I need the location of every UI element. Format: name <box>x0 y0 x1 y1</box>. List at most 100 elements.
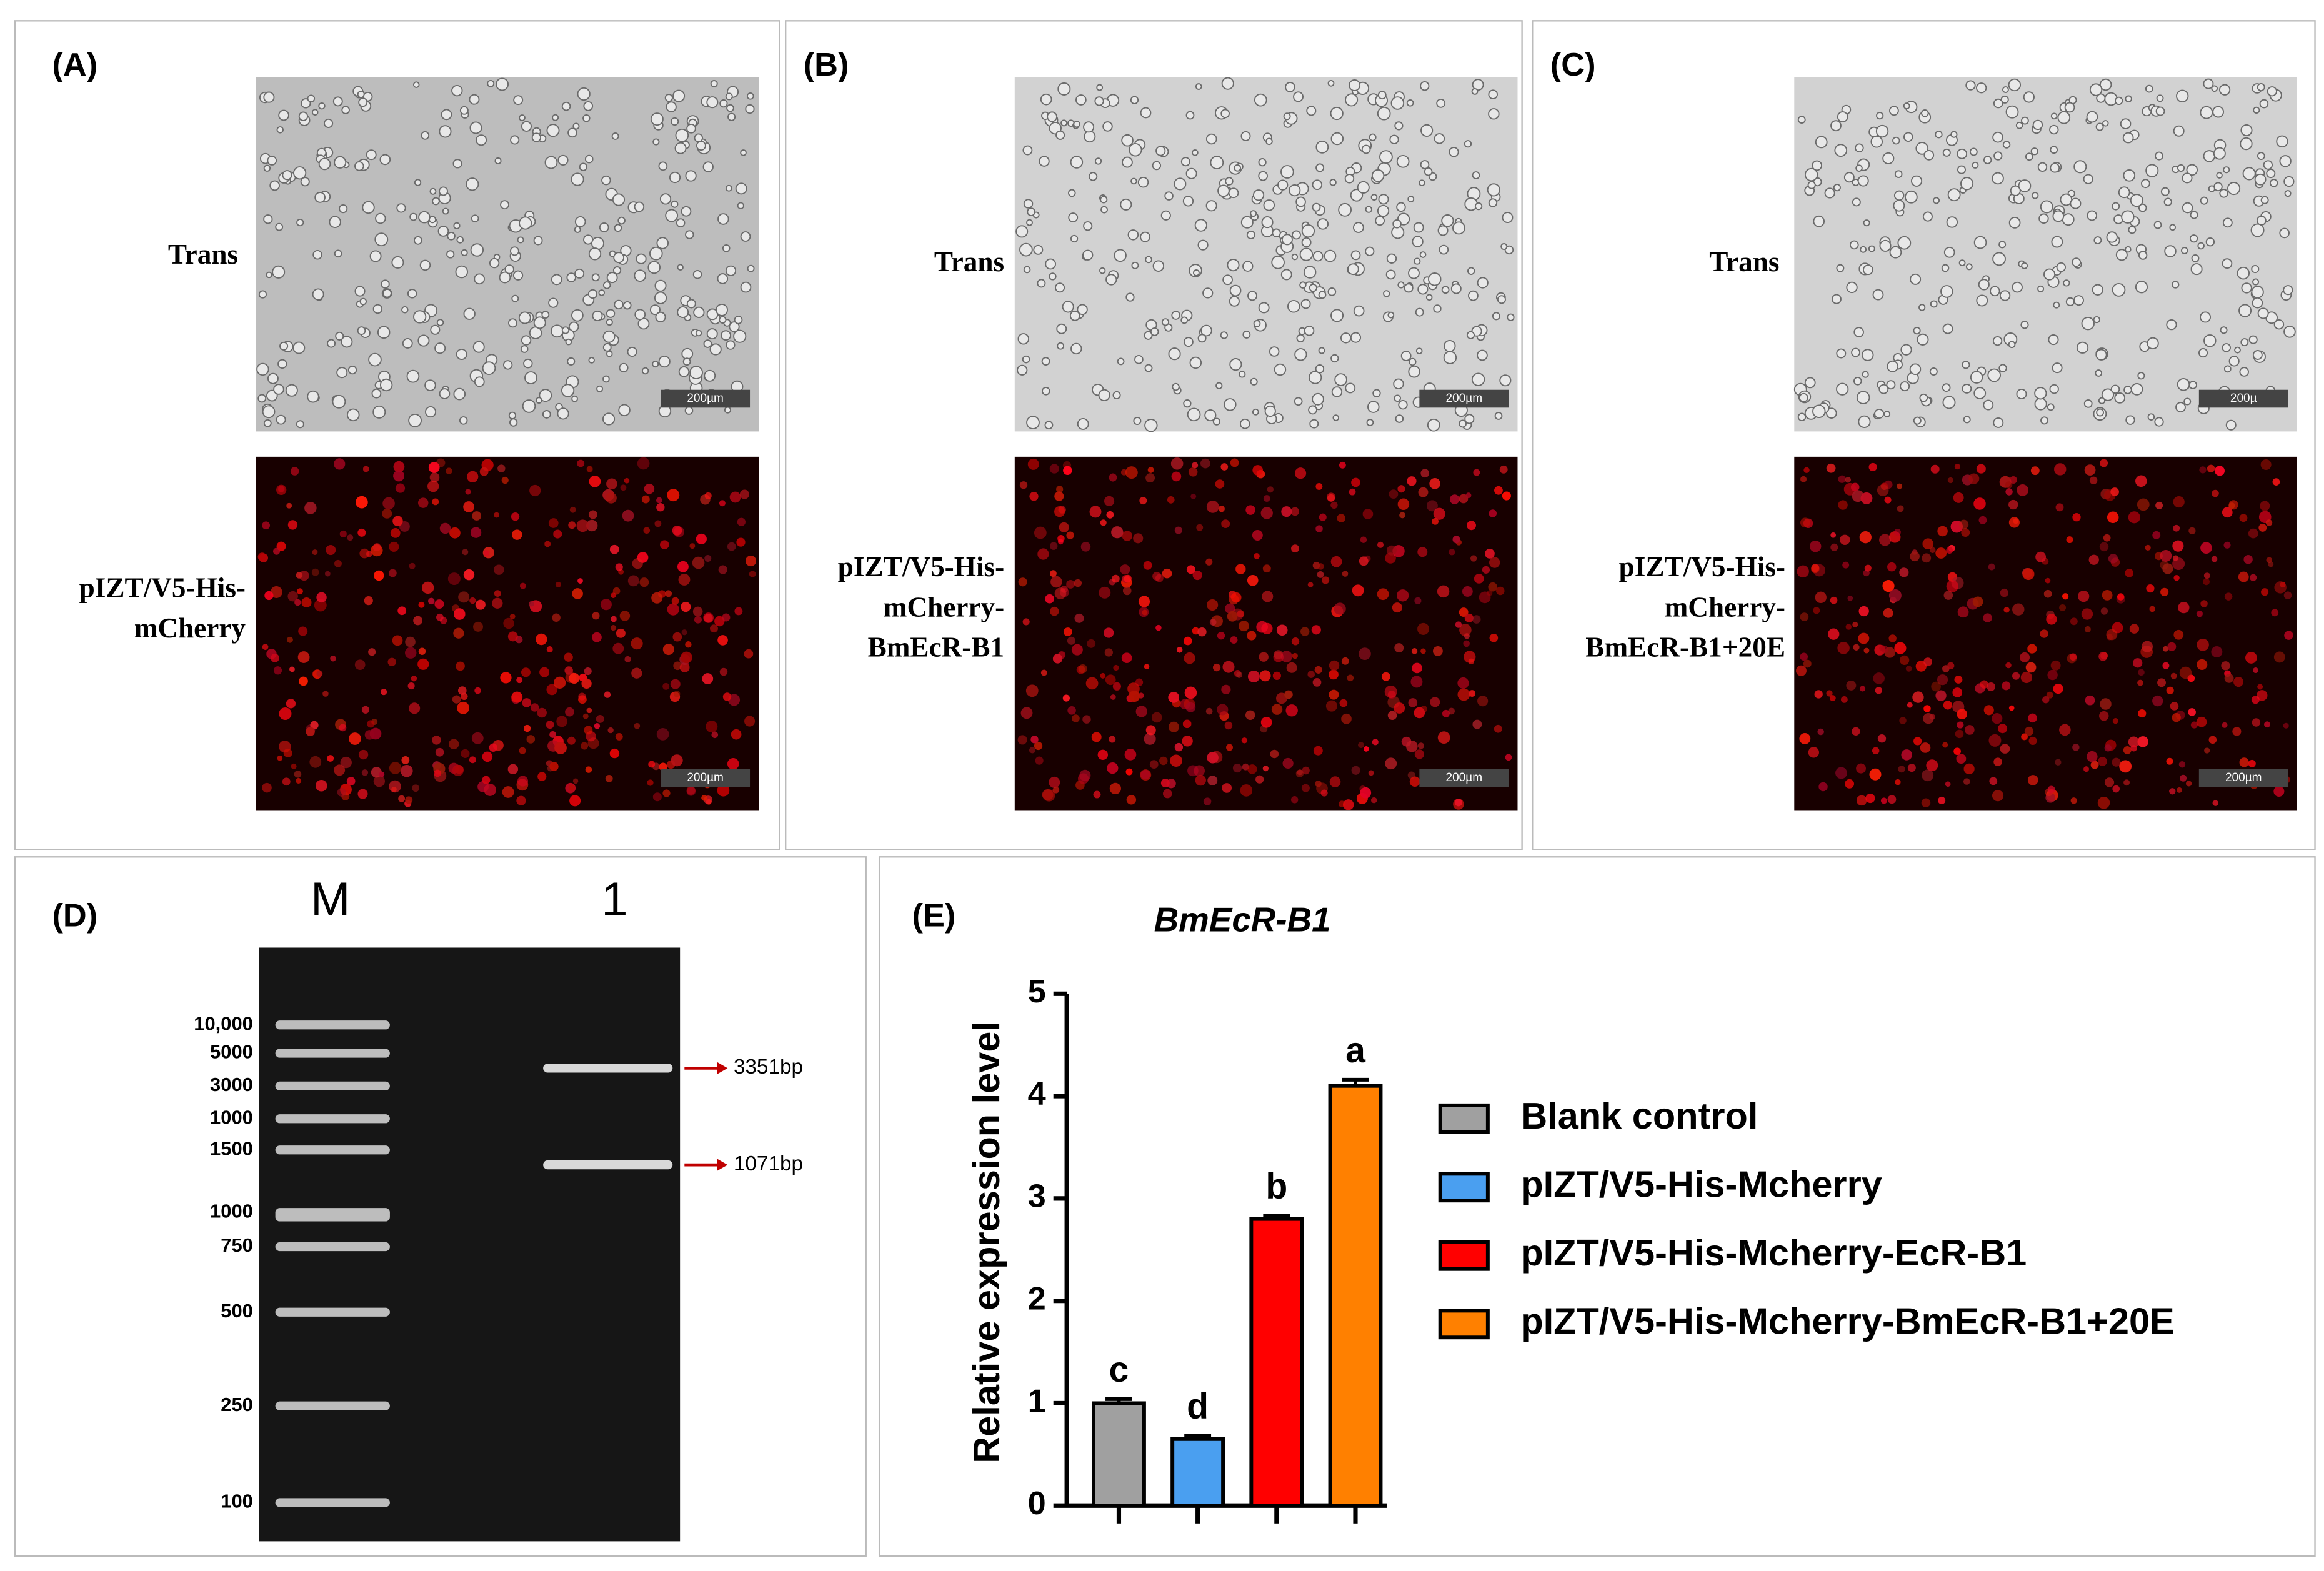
cell <box>1958 259 1966 267</box>
cell <box>1960 177 1974 191</box>
cell <box>1856 391 1870 404</box>
cell <box>1269 346 1280 357</box>
cell <box>1184 686 1197 699</box>
cell <box>1432 646 1443 656</box>
cell <box>2072 257 2082 267</box>
cell <box>749 571 756 577</box>
cell <box>1872 747 1880 755</box>
cell <box>1258 171 1269 181</box>
cell <box>2248 759 2256 767</box>
cell <box>262 782 272 793</box>
cell <box>2031 192 2039 199</box>
cell <box>1190 493 1197 499</box>
cell <box>501 476 509 484</box>
cell <box>2072 744 2080 751</box>
cell <box>592 612 600 620</box>
cell <box>678 574 691 586</box>
cell <box>602 330 616 343</box>
cell <box>1813 215 1825 227</box>
cell <box>2200 542 2212 554</box>
cell <box>581 678 592 689</box>
cell <box>1054 491 1064 501</box>
cell <box>405 647 417 659</box>
cell <box>719 500 726 507</box>
cell <box>2204 747 2210 754</box>
cell <box>340 756 352 769</box>
panel-frame <box>784 20 1523 850</box>
cell <box>1262 591 1274 602</box>
cell <box>1135 706 1147 717</box>
cell <box>279 707 292 720</box>
cell <box>1207 599 1219 611</box>
cell <box>1245 710 1255 721</box>
cell <box>2025 152 2033 161</box>
cell <box>1983 613 1992 622</box>
ladder-band <box>275 1401 390 1410</box>
ladder-label: 500 <box>221 1300 253 1322</box>
cell <box>1444 340 1456 352</box>
cell <box>1109 782 1122 795</box>
cell <box>2257 152 2265 161</box>
cell <box>1842 561 1850 569</box>
cell <box>1998 724 2008 734</box>
cell <box>2034 387 2047 400</box>
cell <box>2066 536 2073 544</box>
cell <box>1439 244 1449 255</box>
cell <box>682 357 691 366</box>
cell <box>521 667 531 677</box>
cell <box>382 508 392 519</box>
cell <box>1920 742 1931 753</box>
cell <box>2021 262 2028 269</box>
cell <box>451 84 463 97</box>
cell <box>2125 246 2132 253</box>
cell <box>257 552 267 561</box>
cell <box>1167 496 1175 504</box>
cell <box>2098 757 2107 766</box>
cell <box>685 230 694 239</box>
cell <box>1330 354 1339 363</box>
cell <box>1271 704 1283 715</box>
cell <box>1957 721 1964 729</box>
cell <box>1922 553 1932 563</box>
cell <box>1327 287 1337 296</box>
cell <box>2178 602 2190 614</box>
cell <box>2271 609 2279 617</box>
cell <box>456 236 464 244</box>
cell <box>1469 690 1476 697</box>
cell <box>1317 571 1324 578</box>
cell <box>1144 331 1153 340</box>
cell <box>1430 697 1440 707</box>
cell <box>1386 545 1397 556</box>
cell <box>262 405 276 419</box>
cell <box>1910 273 1922 285</box>
cell <box>429 187 437 195</box>
cell <box>673 661 682 671</box>
cell <box>446 250 455 259</box>
cell <box>1262 564 1271 573</box>
cell <box>2175 402 2186 413</box>
cell <box>522 399 536 413</box>
cell <box>1271 255 1285 269</box>
cell <box>552 613 561 622</box>
cell <box>1410 676 1423 688</box>
cell <box>1317 563 1324 570</box>
cell <box>285 384 298 397</box>
cell <box>1408 365 1420 378</box>
cell <box>516 677 523 684</box>
cell <box>1225 603 1235 614</box>
cell <box>1295 196 1306 207</box>
cell <box>2072 512 2081 522</box>
cell <box>529 601 534 607</box>
cell <box>2034 397 2047 411</box>
cell <box>2182 202 2193 214</box>
micrograph: 200µm <box>256 456 759 811</box>
cell <box>413 310 427 324</box>
cell <box>1260 507 1273 519</box>
cell <box>1464 414 1475 424</box>
cell <box>652 138 660 146</box>
cell <box>2083 766 2090 772</box>
cell <box>1094 96 1104 106</box>
cell <box>1312 678 1322 687</box>
cell <box>2137 498 2150 511</box>
cell <box>1341 713 1352 724</box>
